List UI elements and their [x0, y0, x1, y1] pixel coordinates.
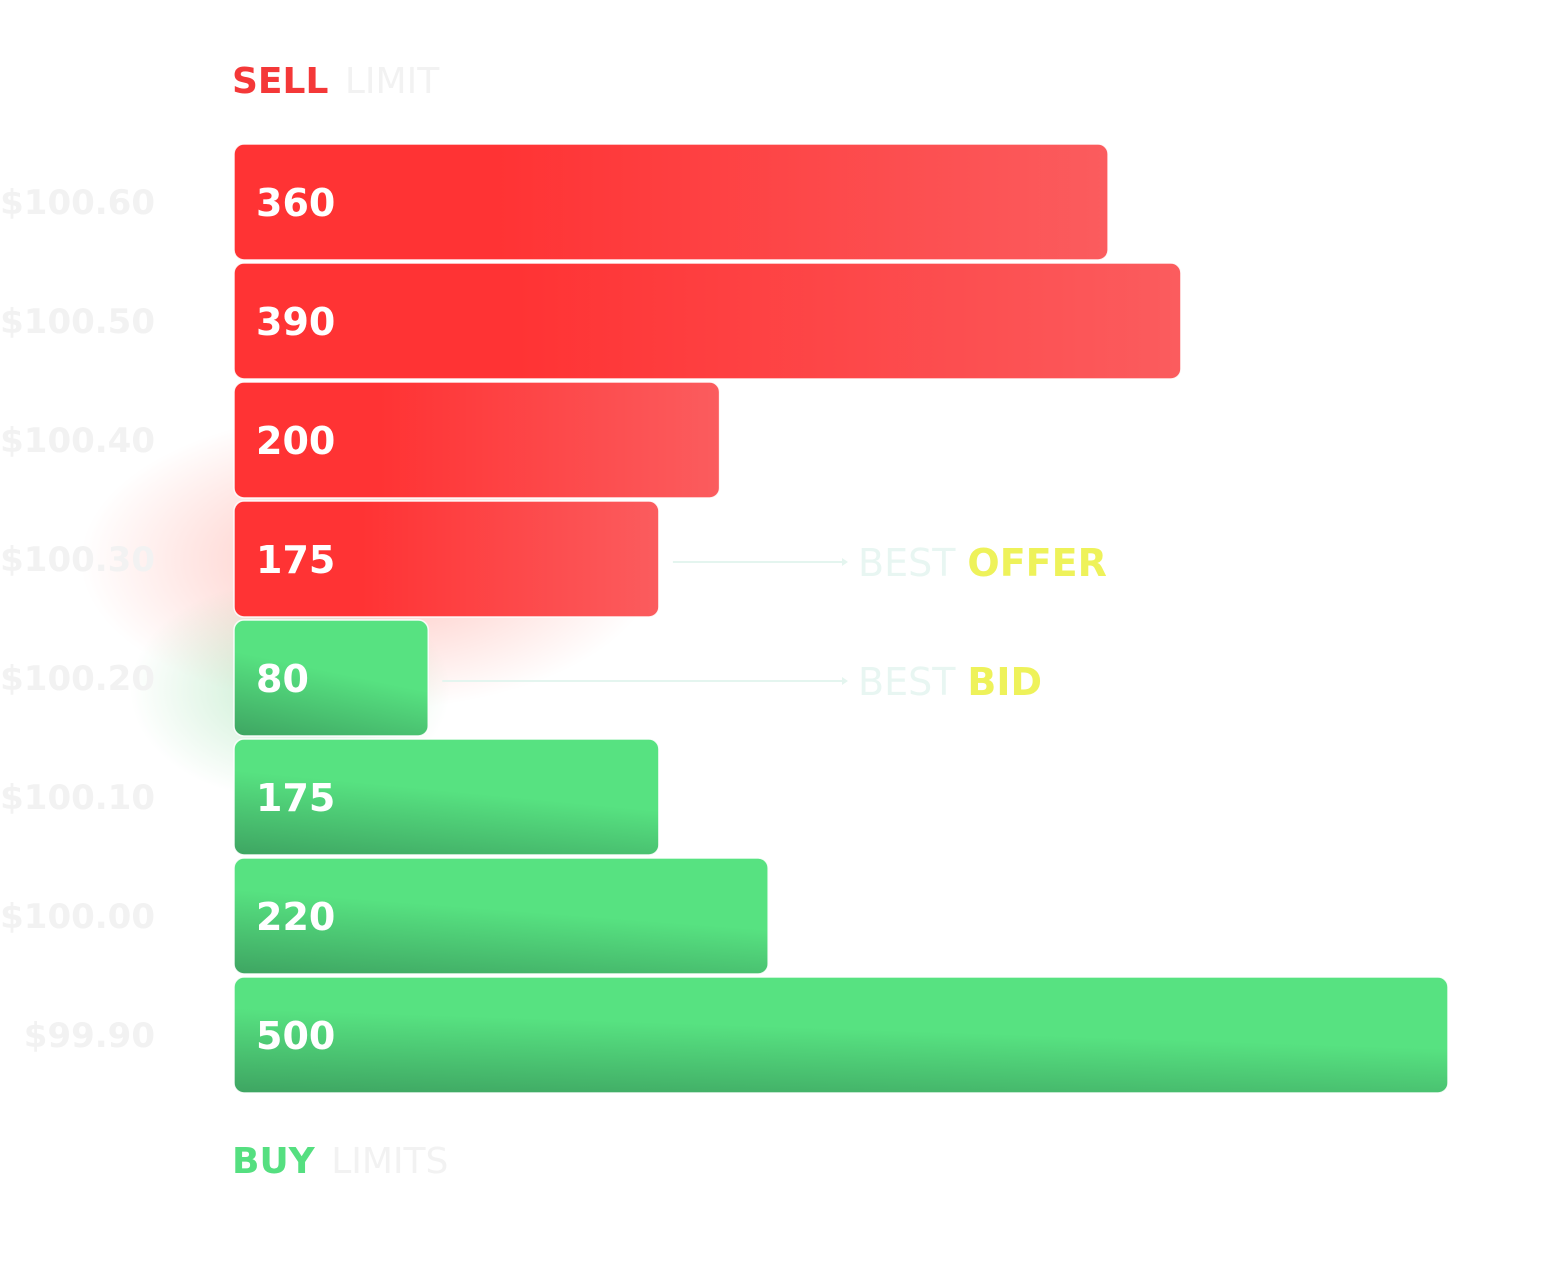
- sell-bar: [233, 262, 1182, 380]
- sell-heading: SELL LIMIT: [232, 61, 440, 102]
- buy-bar: [233, 738, 660, 856]
- bar-value-label: 360: [256, 181, 335, 225]
- bar-value-label: 200: [256, 419, 335, 463]
- bars: 360 390 200 175 80 175 220 500: [233, 143, 1449, 1094]
- buy-label: BUY: [232, 1141, 316, 1182]
- sell-label: SELL: [232, 61, 328, 102]
- buy-bar: [233, 857, 769, 975]
- price-label: $100.50: [0, 302, 155, 342]
- buy-heading: BUY LIMITS: [232, 1141, 448, 1182]
- buy-bar: [233, 976, 1449, 1094]
- price-label: $99.90: [24, 1016, 155, 1056]
- sell-sub-label: LIMIT: [345, 61, 440, 102]
- bar-value-label: 80: [256, 657, 309, 701]
- buy-sub-label: LIMITS: [331, 1141, 448, 1182]
- bar-value-label: 500: [256, 1014, 335, 1058]
- annotation-highlight: OFFER: [967, 541, 1106, 585]
- price-label: $100.60: [0, 183, 155, 223]
- price-labels: $100.60 $100.50 $100.40 $100.30 $100.20 $100.…: [0, 183, 155, 1056]
- sell-bar: [233, 143, 1109, 261]
- price-label: $100.20: [0, 659, 155, 699]
- annotation-label: BEST BID: [858, 660, 1042, 704]
- price-label: $100.40: [0, 421, 155, 461]
- sell-bar: [233, 381, 721, 499]
- bar-value-label: 390: [256, 300, 335, 344]
- annotation-prefix: BEST: [858, 541, 956, 585]
- price-label: $100.00: [0, 897, 155, 937]
- annotation-arrow-icon: [842, 558, 848, 566]
- sell-bar: [233, 500, 660, 618]
- buy-bar: [233, 619, 429, 737]
- bar-value-label: 220: [256, 895, 335, 939]
- bar-value-label: 175: [256, 776, 335, 820]
- price-label: $100.30: [0, 540, 155, 580]
- price-label: $100.10: [0, 778, 155, 818]
- annotation-label: BEST OFFER: [858, 541, 1107, 585]
- bar-value-label: 175: [256, 538, 335, 582]
- annotation-prefix: BEST: [858, 660, 956, 704]
- annotation-arrow-icon: [842, 677, 848, 685]
- annotation-highlight: BID: [967, 660, 1042, 704]
